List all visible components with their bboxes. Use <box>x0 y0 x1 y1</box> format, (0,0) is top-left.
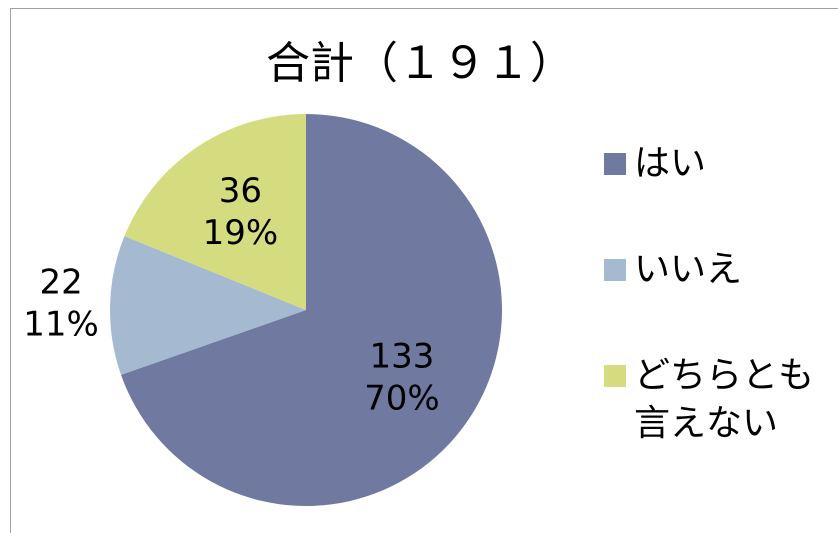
legend-swatch <box>604 153 626 175</box>
data-label: 133 <box>369 337 434 377</box>
legend-label: はい <box>634 143 707 184</box>
legend: はいいいえどちらとも言えない <box>604 140 834 506</box>
legend-swatch <box>604 259 626 281</box>
legend-item: いいえ <box>604 246 834 294</box>
percent-label: 11% <box>23 304 99 344</box>
legend-label: いいえ <box>634 249 743 290</box>
pie-slice <box>124 114 306 310</box>
legend-swatch <box>604 365 626 387</box>
percent-label: 70% <box>364 379 440 419</box>
pie-slice <box>121 114 502 506</box>
percent-label: 19% <box>203 213 279 253</box>
data-label: 36 <box>219 171 262 211</box>
legend-item: どちらとも言えない <box>604 352 834 448</box>
chart-title: 合計（１９１） <box>266 38 574 89</box>
frame <box>10 8 838 533</box>
data-label: 22 <box>39 262 82 302</box>
legend-label: どちらとも言えない <box>634 355 815 444</box>
pie-slice <box>109 236 306 375</box>
legend-item: はい <box>604 140 834 188</box>
